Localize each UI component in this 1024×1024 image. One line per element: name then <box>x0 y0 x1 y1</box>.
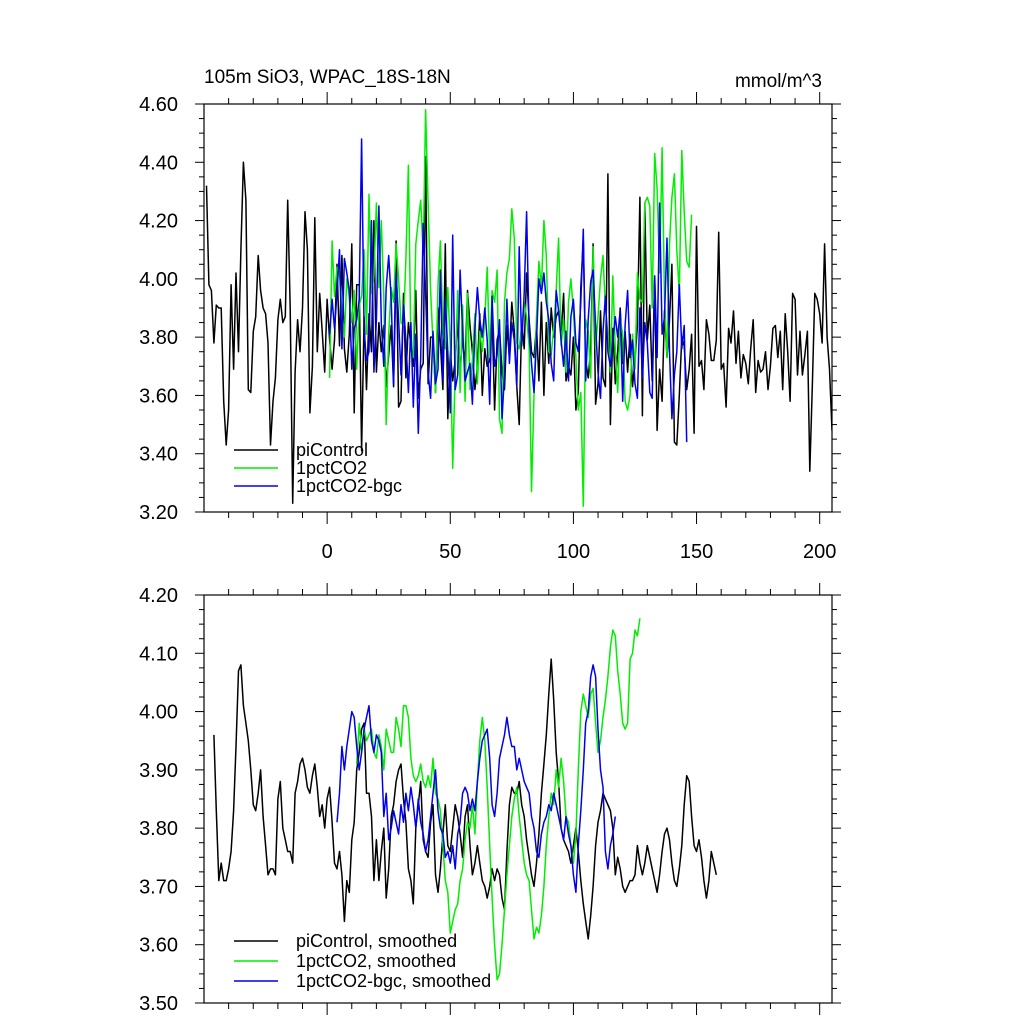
smoothed-y-tick-label: 3.60 <box>139 935 178 957</box>
smoothed-y-tick-label: 4.00 <box>139 702 178 724</box>
smoothed-series-1pctCO2-bgc <box>336 664 617 894</box>
smoothed-y-tick-label: 3.50 <box>139 993 178 1015</box>
smoothed-series-1pctCO2 <box>355 618 641 981</box>
figure-title: 105m SiO3, WPAC_18S-18N <box>204 67 451 88</box>
smoothed-series-piControl <box>213 658 718 940</box>
raw-series-1pctCO2-bgc <box>328 138 688 443</box>
raw-legend-label: piControl <box>296 440 368 460</box>
raw-legend-label: 1pctCO2-bgc <box>296 476 402 496</box>
raw-x-tick-label: 50 <box>439 541 461 563</box>
raw-y-tick-label: 3.60 <box>139 385 178 407</box>
raw-y-tick-label: 4.40 <box>139 152 178 174</box>
raw-x-tick-label: 100 <box>557 541 590 563</box>
raw-y-tick-label: 4.20 <box>139 211 178 233</box>
raw-y-tick-label: 3.40 <box>139 444 178 466</box>
smoothed-legend-label: piControl, smoothed <box>296 931 457 951</box>
raw-x-tick-label: 0 <box>322 541 333 563</box>
raw-y-tick-label: 4.60 <box>139 94 178 116</box>
smoothed-y-tick-label: 4.20 <box>139 585 178 607</box>
smoothed-legend-label: 1pctCO2-bgc, smoothed <box>296 971 491 991</box>
raw-y-tick-label: 3.80 <box>139 327 178 349</box>
smoothed-legend-label: 1pctCO2, smoothed <box>296 951 456 971</box>
smoothed-y-tick-label: 3.90 <box>139 760 178 782</box>
smoothed-panel: 3.50 3.60 3.70 3.80 3.90 4.00 4.10 4.20 piContro… <box>139 583 841 1015</box>
raw-y-tick-label: 3.20 <box>139 502 178 524</box>
raw-series-1pctCO2 <box>328 109 693 507</box>
raw-y-tick-label: 4.00 <box>139 269 178 291</box>
units-label: mmol/m^3 <box>735 71 822 92</box>
raw-x-tick-label: 150 <box>680 541 713 563</box>
smoothed-y-tick-label: 3.70 <box>139 876 178 898</box>
smoothed-y-tick-label: 4.10 <box>139 643 178 665</box>
smoothed-y-tick-label: 3.80 <box>139 818 178 840</box>
raw-legend-label: 1pctCO2 <box>296 458 367 478</box>
raw-x-tick-label: 200 <box>803 541 836 563</box>
raw-panel: 3.20 3.40 3.60 3.80 4.00 4.20 4.40 4.60 0 50 100 15… <box>139 92 841 563</box>
